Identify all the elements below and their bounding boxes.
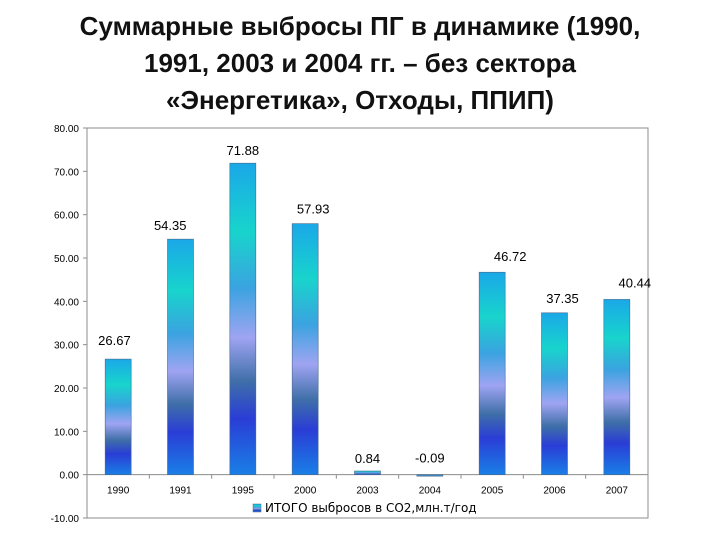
data-label: 57.93 [297,202,330,217]
bar [478,271,506,475]
y-tick-label: -10.00 [51,514,80,525]
data-label: -0.09 [415,451,445,466]
bar [229,162,257,475]
y-tick-label: 40.00 [54,297,79,308]
bar [416,474,444,477]
x-tick-label: 2006 [543,486,566,497]
title-line-1: Суммарные выбросы ПГ в динамике (1990, [79,11,641,41]
x-tick-label: 2003 [356,486,379,497]
plot-area: 80.00 70.00 60.00 50.00 40.00 30.00 20.00 10.00… [51,124,651,525]
title-line-3: «Энергетика», Отходы, ППИП) [166,85,554,115]
data-label: 46.72 [494,249,527,264]
y-tick-label: 10.00 [54,427,79,438]
data-label: 26.67 [98,333,131,348]
y-tick-label: 60.00 [54,211,79,222]
y-tick-label: 70.00 [54,167,79,178]
slide-title: Суммарные выбросы ПГ в динамике (1990, 1… [20,8,700,119]
x-tick-label: 2000 [294,486,317,497]
x-tick-label: 2005 [481,486,504,497]
bar [354,470,381,475]
plot-frame [86,127,649,519]
bar [291,223,319,475]
y-tick-label: 0.00 [60,471,80,482]
x-tick-label: 2004 [419,486,442,497]
legend-label: ИТОГО выбросов в CO2,млн.т/год [265,501,477,515]
x-tick-label: 2007 [606,486,629,497]
data-label: 0.84 [355,451,380,466]
y-tick-label: 30.00 [54,341,79,352]
x-tick-label: 1990 [107,486,130,497]
y-tick-label: 80.00 [54,124,79,135]
x-tick-label: 1995 [232,486,255,497]
bar [167,238,194,475]
legend-swatch [252,503,262,513]
data-label: 54.35 [154,218,187,233]
data-label: 71.88 [227,143,260,158]
y-tick-label: 50.00 [54,254,79,265]
data-label: 40.44 [619,275,652,290]
data-label: 37.35 [546,291,579,306]
title-line-2: 1991, 2003 и 2004 гг. – без сектора [143,48,577,78]
x-tick-label: 1991 [169,486,192,497]
bar [104,358,132,475]
bar [603,299,631,475]
y-tick-label: 20.00 [54,384,79,395]
bar [541,312,568,475]
